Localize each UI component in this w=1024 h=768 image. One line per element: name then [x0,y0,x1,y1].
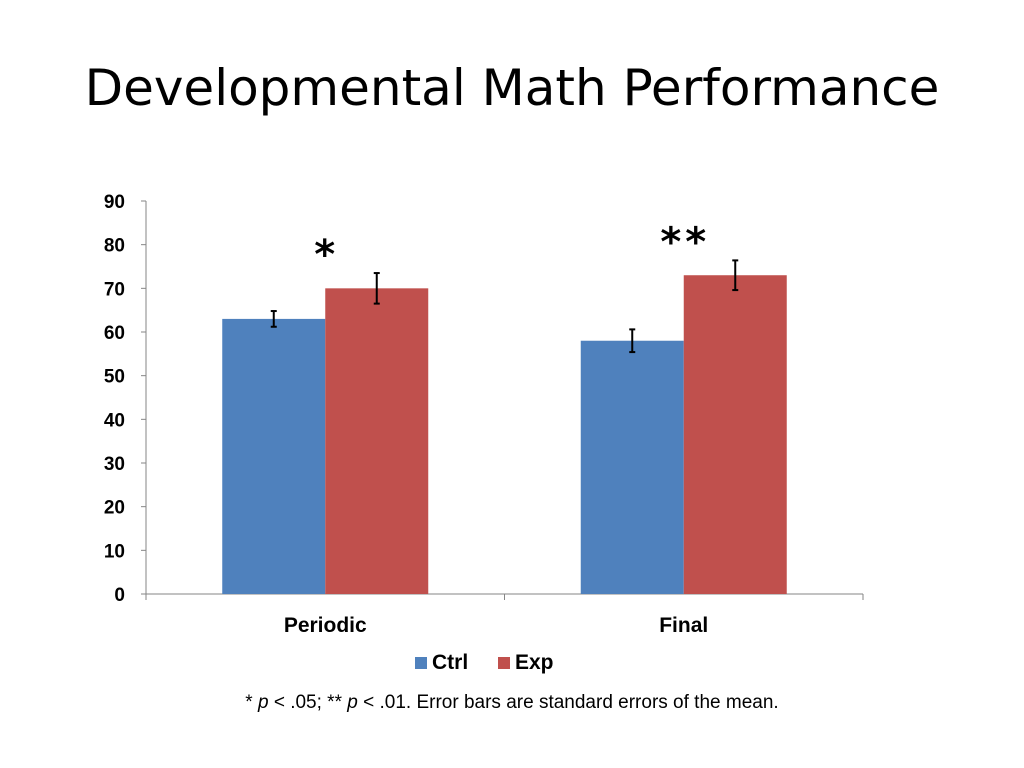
y-tick-label: 20 [104,498,125,519]
y-tick-label: 40 [104,410,125,431]
bar-ctrl-final [580,340,684,594]
bar-exp-periodic [325,288,429,594]
y-tick-label: 90 [104,192,125,213]
y-tick-label: 10 [104,541,125,562]
y-tick-label: 0 [114,585,125,606]
y-tick-label: 50 [104,367,125,388]
footnote-p-symbol-2: p [347,692,358,713]
x-category-label: Final [659,614,708,637]
footnote-p05: < .05; ** [268,692,348,713]
bar-chart: 0 10 20 30 40 50 60 70 80 90 * Periodic ** Final Ctrl E… [104,192,864,674]
footnote-p01: < .01. Error bars are standard errors of… [357,692,779,713]
x-category-label: Periodic [284,614,367,637]
legend-swatch-ctrl [415,657,427,669]
significance-marker: ** [660,219,710,265]
y-tick-label: 80 [104,236,125,257]
y-tick-label: 30 [104,454,125,475]
y-tick-label: 60 [104,323,125,344]
footnote-p-symbol: p [257,692,269,713]
bar-exp-final [683,275,787,594]
footnote-star: * [245,692,258,713]
significance-marker: * [314,232,339,278]
slide-title: Developmental Math Performance [84,59,940,117]
footnote: * p < .05; ** p < .01. Error bars are st… [0,692,1024,714]
bar-ctrl-periodic [222,318,326,594]
y-tick-label: 70 [104,279,125,300]
legend-label-ctrl: Ctrl [432,651,468,674]
legend-label-exp: Exp [515,651,554,674]
legend-swatch-exp [498,657,510,669]
